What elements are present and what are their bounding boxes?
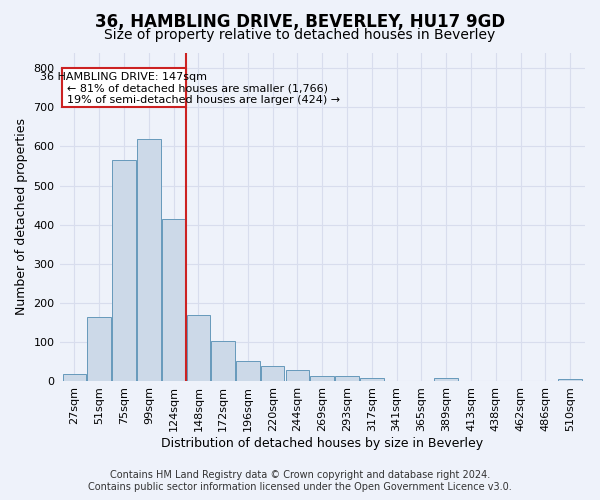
- Bar: [360, 378, 383, 382]
- Bar: [62, 374, 86, 382]
- Bar: [211, 341, 235, 382]
- Text: Contains public sector information licensed under the Open Government Licence v3: Contains public sector information licen…: [88, 482, 512, 492]
- Text: Contains HM Land Registry data © Crown copyright and database right 2024.: Contains HM Land Registry data © Crown c…: [110, 470, 490, 480]
- Bar: [261, 366, 284, 382]
- Bar: [286, 370, 309, 382]
- Bar: [434, 378, 458, 382]
- Bar: [88, 317, 111, 382]
- Bar: [137, 138, 161, 382]
- Y-axis label: Number of detached properties: Number of detached properties: [15, 118, 28, 316]
- Bar: [335, 376, 359, 382]
- Bar: [559, 378, 582, 382]
- Bar: [236, 361, 260, 382]
- Text: 36 HAMBLING DRIVE: 147sqm: 36 HAMBLING DRIVE: 147sqm: [40, 72, 208, 82]
- Bar: [112, 160, 136, 382]
- Bar: [310, 376, 334, 382]
- X-axis label: Distribution of detached houses by size in Beverley: Distribution of detached houses by size …: [161, 437, 484, 450]
- Bar: [162, 219, 185, 382]
- Bar: [187, 315, 210, 382]
- Text: 19% of semi-detached houses are larger (424) →: 19% of semi-detached houses are larger (…: [67, 96, 340, 106]
- Text: 36, HAMBLING DRIVE, BEVERLEY, HU17 9GD: 36, HAMBLING DRIVE, BEVERLEY, HU17 9GD: [95, 12, 505, 30]
- Text: Size of property relative to detached houses in Beverley: Size of property relative to detached ho…: [104, 28, 496, 42]
- Text: ← 81% of detached houses are smaller (1,766): ← 81% of detached houses are smaller (1,…: [67, 84, 328, 94]
- FancyBboxPatch shape: [62, 68, 186, 108]
